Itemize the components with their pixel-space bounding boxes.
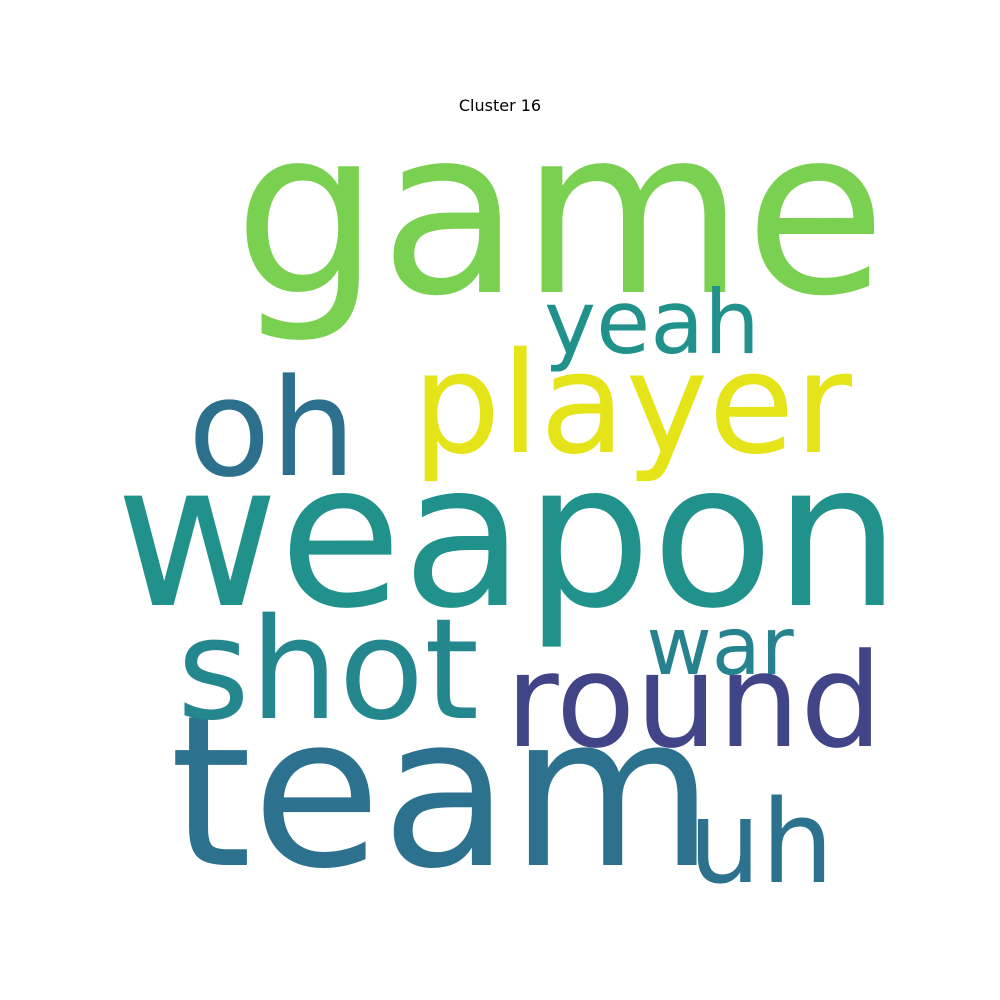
word-war: war bbox=[646, 600, 793, 693]
word-player: player bbox=[412, 323, 853, 486]
word-oh: oh bbox=[188, 350, 356, 507]
word-weapon: weapon bbox=[115, 420, 900, 653]
word-game: game bbox=[234, 80, 887, 347]
word-yeah: yeah bbox=[544, 271, 760, 374]
word-uh: uh bbox=[688, 776, 834, 910]
figure-title: Cluster 16 bbox=[458, 96, 542, 115]
word-team: team bbox=[170, 670, 715, 915]
word-shot: shot bbox=[177, 589, 479, 752]
word-round: round bbox=[505, 625, 882, 777]
